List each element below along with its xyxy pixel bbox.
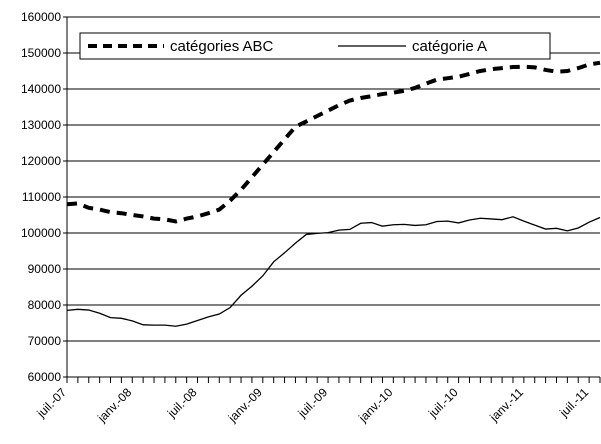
x-tick-label: janv.-11 — [486, 385, 526, 425]
y-tick-label: 110000 — [22, 190, 61, 204]
legend: catégories ABC catégorie A — [79, 32, 551, 60]
y-tick-label: 100000 — [21, 226, 61, 240]
tick-labels: 60000 70000 80000 90000 100000 110000 120000 13… — [21, 10, 592, 425]
y-tick-label: 60000 — [28, 370, 62, 384]
y-tick-label: 160000 — [21, 10, 61, 24]
x-tick-label: janv.-08 — [94, 385, 134, 425]
y-tick-label: 80000 — [28, 298, 62, 312]
x-tick-label: janv.-09 — [225, 385, 265, 425]
legend-label-abc: catégories ABC — [170, 38, 274, 55]
legend-label-a: catégorie A — [412, 38, 487, 55]
series-lines — [66, 60, 601, 327]
series-line-abc — [66, 60, 601, 224]
y-tick-label: 120000 — [21, 154, 61, 168]
x-tick-label: juil.-10 — [425, 385, 461, 421]
y-tick-label: 90000 — [28, 262, 62, 276]
y-tick-label: 70000 — [28, 334, 62, 348]
gridlines — [67, 16, 600, 378]
legend-box — [79, 32, 551, 60]
y-tick-label: 130000 — [21, 118, 61, 132]
x-tick-label: juil.-08 — [164, 385, 200, 421]
series-line-a — [66, 216, 601, 327]
x-tick-label: janv.-10 — [355, 385, 395, 425]
axes — [63, 16, 601, 383]
x-tick-label: juil.-09 — [295, 385, 331, 421]
x-tick-label: juil.-11 — [556, 385, 591, 420]
y-tick-label: 140000 — [21, 82, 61, 96]
x-tick-label: juil.-07 — [34, 385, 70, 421]
y-tick-label: 150000 — [21, 46, 61, 60]
